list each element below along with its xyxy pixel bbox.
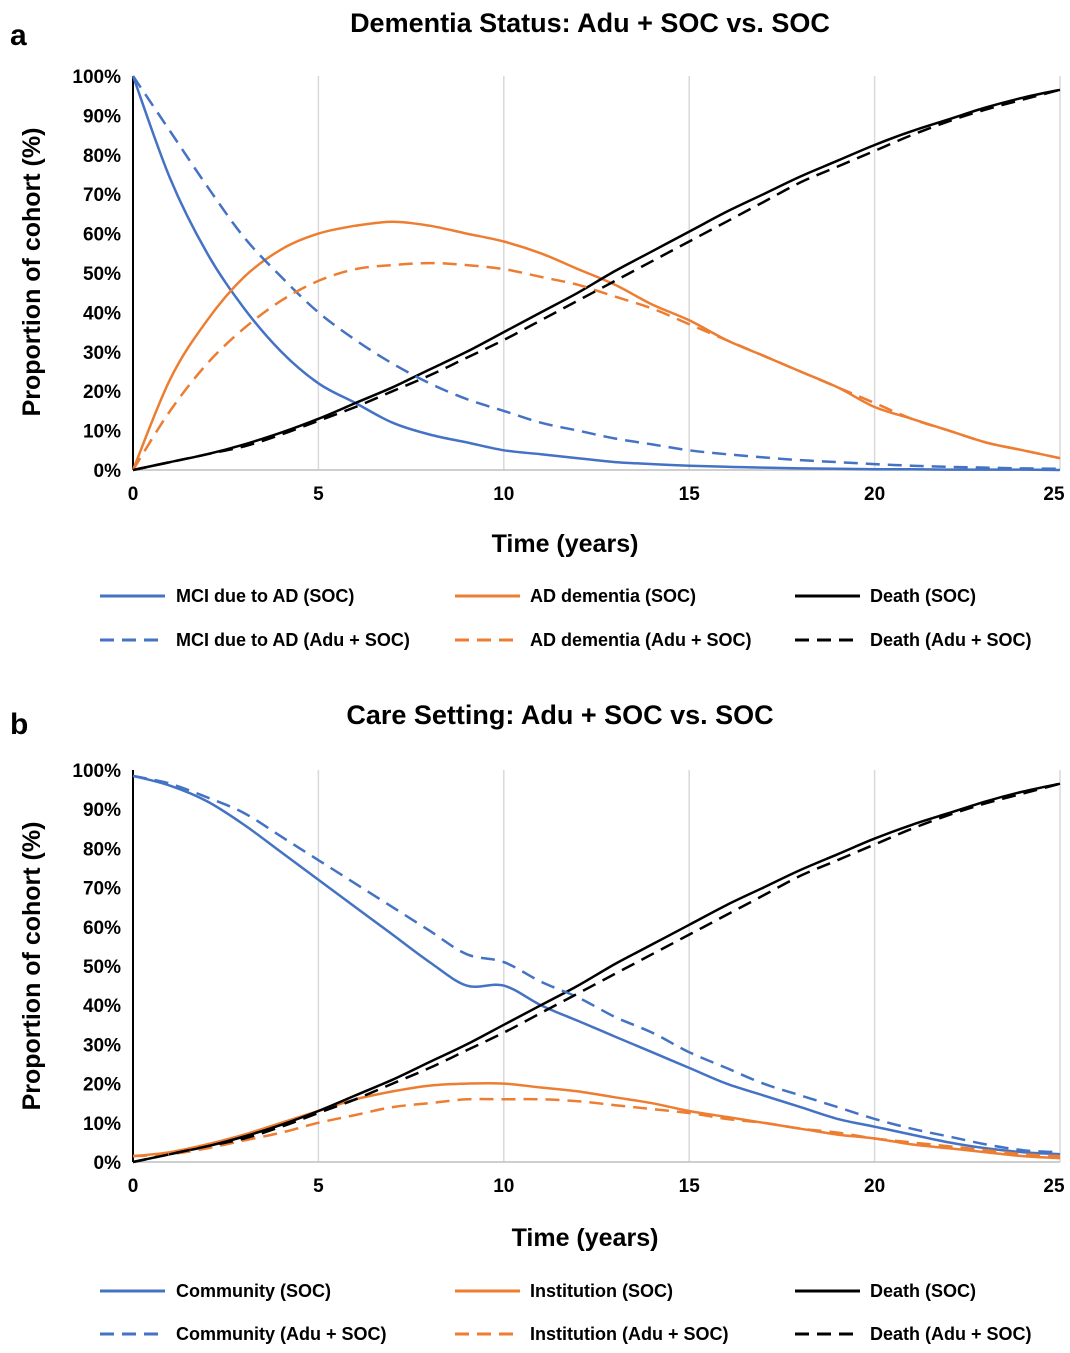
panel-b-series-institution-soc — [132, 1081, 1061, 1160]
panel-a-legend-label: MCI due to AD (SOC) — [176, 586, 354, 606]
panel-b-series — [132, 774, 1061, 1164]
panel-a-x-tick-label: 5 — [313, 484, 324, 505]
panel-b-x-tick-label: 20 — [864, 1176, 885, 1197]
panel-a-y-tick-label: 50% — [83, 264, 121, 285]
panel-a-legend-item: MCI due to AD (Adu + SOC) — [100, 630, 410, 650]
panel-a-y-tick-label: 30% — [83, 343, 121, 364]
panel-a-x-axis-label: Time (years) — [492, 530, 639, 558]
panel-a-series-mci-due-to-ad-soc — [131, 75, 1061, 472]
panel-b-y-tick-label: 10% — [83, 1114, 121, 1135]
panel-b-legend-label: Institution (SOC) — [530, 1281, 673, 1301]
panel-b-legend-item: Death (Adu + SOC) — [795, 1324, 1032, 1344]
panel-b-y-tick-label: 70% — [83, 879, 121, 900]
panel-b-y-tick-label: 80% — [83, 839, 121, 860]
panel-a-series-death-soc — [132, 88, 1061, 472]
panel-a-series-death-adu-soc — [132, 88, 1061, 472]
panel-b-x-tick-label: 25 — [1043, 1176, 1065, 1197]
panel-a-y-tick-label: 60% — [83, 225, 121, 246]
panel-a-x-tick-label: 0 — [128, 484, 139, 505]
panel-a-y-tick-label: 0% — [94, 461, 122, 482]
panel-b-legend-item: Community (SOC) — [100, 1281, 331, 1301]
panel-a-y-tick-label: 10% — [83, 422, 121, 443]
panel-b-legend-item: Death (SOC) — [795, 1281, 976, 1301]
panel-b-gridlines — [317, 770, 1061, 1162]
panel-b-legend-item: Community (Adu + SOC) — [100, 1324, 387, 1344]
chart-panel-a: a Dementia Status: Adu + SOC vs. SOC Tim… — [10, 8, 1065, 650]
panel-a-y-tick-label: 80% — [83, 146, 121, 167]
panel-a-legend-item: AD dementia (SOC) — [455, 586, 696, 606]
panel-b-series-community-soc — [132, 774, 1061, 1156]
panel-a-x-tick-label: 10 — [493, 484, 514, 505]
panel-a-y-axis-label: Proportion of cohort (%) — [18, 128, 46, 417]
panel-b-x-tick-label: 10 — [493, 1176, 514, 1197]
panel-a-series-ad-dementia-adu-soc — [131, 261, 1061, 471]
panel-b-y-tick-label: 0% — [94, 1153, 122, 1174]
panel-a-series-ad-dementia-soc — [131, 220, 1061, 471]
panel-a-legend-item: AD dementia (Adu + SOC) — [455, 630, 752, 650]
panel-b-legend-label: Institution (Adu + SOC) — [530, 1324, 728, 1344]
panel-b-legend-item: Institution (SOC) — [455, 1281, 673, 1301]
panel-a-x-ticks: 0 5 10 15 20 25 — [128, 484, 1065, 505]
panel-a-axes — [132, 76, 1060, 471]
panel-a-y-tick-label: 100% — [72, 67, 121, 88]
panel-a-label: a — [10, 19, 27, 52]
panel-b-y-axis-label: Proportion of cohort (%) — [18, 822, 46, 1111]
panel-b-series-institution-adu-soc — [132, 1097, 1061, 1158]
panel-b-axes — [132, 770, 1060, 1163]
panel-a-series — [131, 75, 1061, 472]
panel-b-legend-item: Institution (Adu + SOC) — [455, 1324, 728, 1344]
panel-b-legend: Community (SOC) Institution (SOC) Death (S… — [100, 1281, 1032, 1344]
panel-a-legend-label: Death (SOC) — [870, 586, 976, 606]
panel-a-x-tick-label: 25 — [1043, 484, 1065, 505]
panel-b-x-tick-label: 5 — [313, 1176, 324, 1197]
panel-b-series-community-adu-soc — [132, 774, 1061, 1154]
panel-b-y-tick-label: 60% — [83, 918, 121, 939]
panel-b-y-tick-label: 100% — [72, 761, 121, 782]
panel-b-legend-label: Community (SOC) — [176, 1281, 331, 1301]
panel-a-legend-item: MCI due to AD (SOC) — [100, 586, 354, 606]
panel-b-y-tick-label: 20% — [83, 1075, 121, 1096]
panel-b-y-tick-label: 50% — [83, 957, 121, 978]
panel-a-legend-label: AD dementia (SOC) — [530, 586, 696, 606]
panel-b-x-tick-label: 15 — [679, 1176, 701, 1197]
panel-a-legend-item: Death (Adu + SOC) — [795, 630, 1032, 650]
panel-a-y-tick-label: 70% — [83, 185, 121, 206]
panel-b-legend-label: Death (SOC) — [870, 1281, 976, 1301]
panel-b-x-axis-label: Time (years) — [512, 1224, 659, 1252]
panel-a-y-tick-label: 40% — [83, 303, 121, 324]
panel-b-y-tick-label: 30% — [83, 1035, 121, 1056]
panel-a-y-ticks: 0% 10% 20% 30% 40% 50% 60% 70% 80% 90% 100% — [72, 67, 121, 482]
panel-b-label: b — [10, 708, 28, 741]
panel-a-legend-label: MCI due to AD (Adu + SOC) — [176, 630, 410, 650]
panel-a-y-tick-label: 20% — [83, 382, 121, 403]
panel-a-legend: MCI due to AD (SOC) AD dementia (SOC) Deat… — [100, 586, 1032, 650]
panel-b-x-ticks: 0 5 10 15 20 25 — [128, 1176, 1065, 1197]
panel-b-title: Care Setting: Adu + SOC vs. SOC — [346, 700, 773, 730]
panel-b-y-ticks: 0% 10% 20% 30% 40% 50% 60% 70% 80% 90% 100% — [72, 761, 121, 1174]
panel-b-series-death-adu-soc — [132, 782, 1061, 1164]
chart-panel-b: b Care Setting: Adu + SOC vs. SOC Time (… — [10, 700, 1065, 1344]
panel-a-y-tick-label: 90% — [83, 106, 121, 127]
panel-b-legend-label: Community (Adu + SOC) — [176, 1324, 387, 1344]
panel-b-y-tick-label: 90% — [83, 800, 121, 821]
panel-b-series-death-soc — [132, 782, 1061, 1164]
panel-a-x-tick-label: 20 — [864, 484, 885, 505]
panel-a-x-tick-label: 15 — [679, 484, 701, 505]
panel-a-legend-label: Death (Adu + SOC) — [870, 630, 1032, 650]
panel-a-legend-item: Death (SOC) — [795, 586, 976, 606]
panel-b-x-tick-label: 0 — [128, 1176, 139, 1197]
panel-b-legend-label: Death (Adu + SOC) — [870, 1324, 1032, 1344]
panel-a-legend-label: AD dementia (Adu + SOC) — [530, 630, 752, 650]
panel-a-series-mci-due-to-ad-adu-soc — [131, 75, 1061, 471]
panel-a-title: Dementia Status: Adu + SOC vs. SOC — [350, 8, 830, 38]
panel-b-y-tick-label: 40% — [83, 996, 121, 1017]
panel-a-gridlines — [317, 76, 1061, 470]
